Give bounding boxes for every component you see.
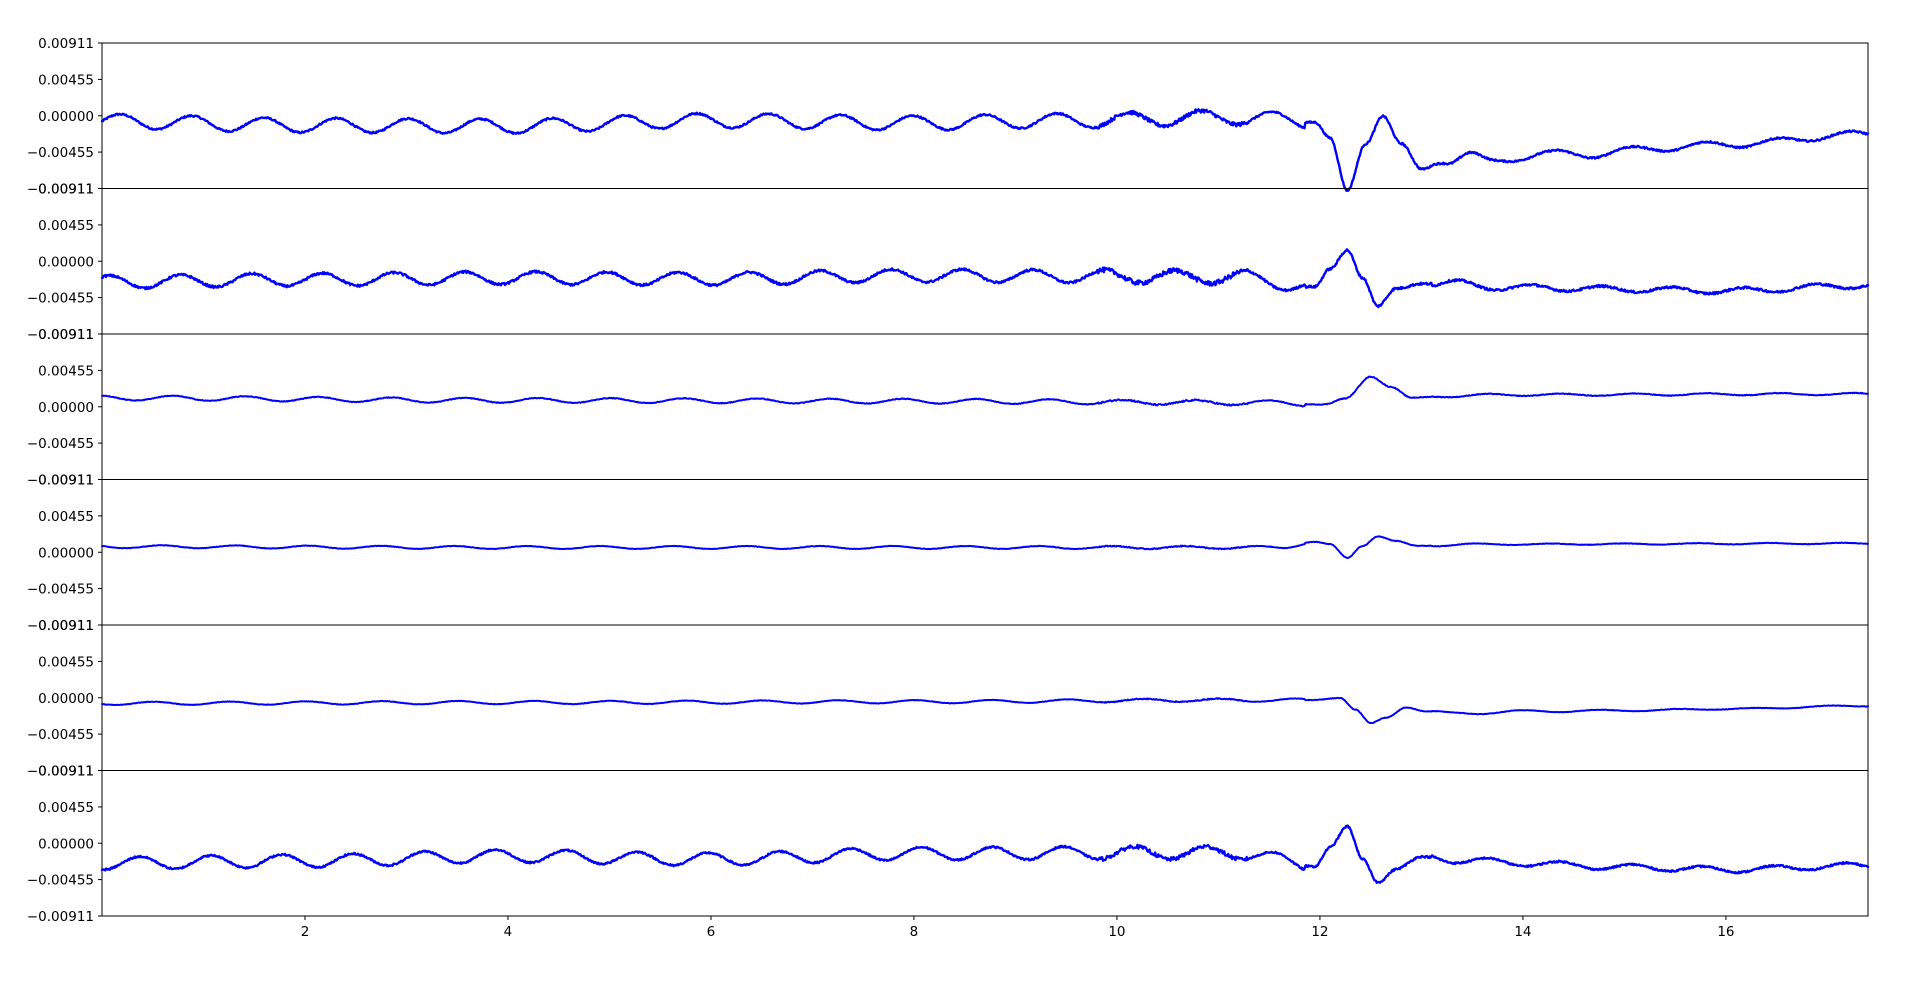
panel-frame (101, 770, 1869, 917)
y-tick-label: 0.00000 (38, 109, 94, 125)
signal-trace-4 (101, 535, 1869, 559)
panel-2: 0.00911 0.00455 0.00000 −0.00455 −0.00911 (27, 182, 1870, 343)
y-tick-label: 0.00000 (38, 545, 94, 561)
y-tick-label: 0.00911 (38, 182, 94, 198)
y-tick-label: 0.00000 (38, 836, 94, 852)
panel-1: 0.00911 0.00455 0.00000 −0.00455 −0.00911 (27, 36, 1870, 198)
y-tick-label: 0.00455 (38, 800, 94, 816)
x-tick-label: 16 (1717, 924, 1734, 940)
x-tick-label: 2 (301, 924, 310, 940)
y-tick-label: −0.00911 (27, 909, 94, 925)
signal-trace-3 (101, 375, 1869, 408)
signal-trace-6 (100, 824, 1870, 884)
x-axis: 2 4 6 8 10 12 14 16 (301, 916, 1735, 940)
y-tick-label: 0.00911 (38, 473, 94, 489)
y-tick-label: 0.00911 (38, 327, 94, 343)
y-tick-label: 0.00911 (38, 618, 94, 634)
panel-frame (101, 333, 1869, 480)
panel-3: 0.00911 0.00455 0.00000 −0.00455 −0.00911 (27, 327, 1869, 489)
y-tick-label: −0.00455 (27, 727, 94, 743)
panel-frame (101, 624, 1869, 771)
x-tick-label: 12 (1311, 924, 1328, 940)
y-tick-label: −0.00911 (27, 618, 94, 634)
y-tick-label: −0.00911 (27, 327, 94, 343)
signal-trace-1 (100, 108, 1870, 192)
y-tick-label: 0.00455 (38, 509, 94, 525)
y-tick-label: 0.00455 (38, 363, 94, 379)
x-tick-label: 14 (1514, 924, 1531, 940)
x-tick-label: 10 (1108, 924, 1125, 940)
panel-5: 0.00911 0.00455 0.00000 −0.00455 −0.00911 (27, 618, 1869, 780)
y-tick-label: −0.00911 (27, 764, 94, 780)
y-tick-label: 0.00455 (38, 218, 94, 234)
panel-frame (101, 188, 1869, 335)
y-tick-label: −0.00455 (27, 873, 94, 889)
y-tick-label: −0.00455 (27, 436, 94, 452)
y-tick-label: −0.00455 (27, 291, 94, 307)
panel-4: 0.00911 0.00455 0.00000 −0.00455 −0.00911 (27, 473, 1869, 634)
y-tick-label: 0.00000 (38, 400, 94, 416)
panel-6: 0.00911 0.00455 0.00000 −0.00455 −0.00911 (27, 764, 1870, 925)
y-tick-label: −0.00911 (27, 182, 94, 198)
y-tick-label: −0.00455 (27, 145, 94, 161)
x-tick-label: 6 (707, 924, 716, 940)
panels-group: 0.009110.004550.00000−0.00455−0.009110.0… (27, 36, 1870, 925)
y-tick-label: 0.00000 (38, 254, 94, 270)
x-tick-label: 4 (504, 924, 513, 940)
signal-trace-5 (101, 696, 1869, 725)
x-tick-label: 8 (910, 924, 919, 940)
y-tick-label: 0.00911 (38, 764, 94, 780)
y-tick-label: −0.00455 (27, 582, 94, 598)
signal-trace-2 (100, 248, 1870, 309)
y-tick-label: 0.00455 (38, 654, 94, 670)
y-tick-label: −0.00911 (27, 473, 94, 489)
y-tick-label: 0.00911 (38, 36, 94, 52)
y-tick-label: 0.00455 (38, 72, 94, 88)
y-tick-label: 0.00000 (38, 691, 94, 707)
panel-frame (101, 479, 1869, 626)
